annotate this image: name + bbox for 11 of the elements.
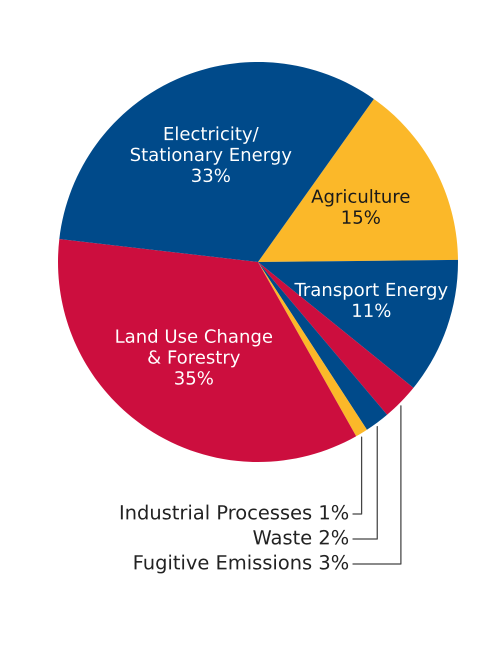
data-label: 35% [175,371,213,385]
slice-label: Waste 2% [253,530,348,545]
data-label: 33% [192,168,230,182]
slice-label: Fugitive Emissions 3% [134,554,348,574]
slice-label: Industrial Processes 1% [120,504,348,520]
slice-label: Electricity/ Stationary Energy [130,126,292,165]
slice-label: Agriculture [311,189,410,207]
data-label: 15% [342,210,380,224]
slice-label: Land Use Change & Forestry [116,328,272,368]
data-label: 11% [353,304,390,318]
slice-label: Transport Energy [294,282,448,300]
